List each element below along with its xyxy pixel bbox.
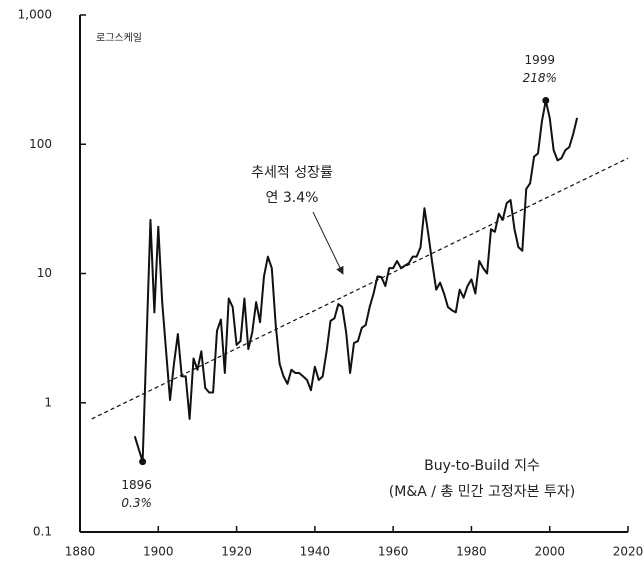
trend-label: 추세적 성장률	[251, 165, 333, 181]
annotation-value: 218%	[523, 71, 557, 85]
x-tick-label: 1980	[456, 545, 487, 559]
highlight-point	[139, 458, 147, 466]
x-tick-label: 1920	[221, 545, 252, 559]
y-tick-label: 1,000	[18, 8, 52, 22]
x-tick-label: 1900	[143, 545, 174, 559]
x-tick-label: 2000	[534, 545, 565, 559]
annotation-value: 0.3%	[121, 496, 152, 510]
y-tick-label: 0.1	[33, 525, 52, 539]
x-tick-label: 2020	[613, 545, 644, 559]
y-tick-label: 100	[29, 137, 52, 151]
x-tick-label: 1880	[65, 545, 96, 559]
scale-note: 로그스케일	[96, 32, 142, 44]
x-tick-label: 1940	[300, 545, 331, 559]
x-tick-label: 1960	[378, 545, 409, 559]
trend-sublabel: 연 3.4%	[266, 190, 319, 206]
y-tick-label: 1	[44, 395, 52, 409]
trend-arrow	[312, 211, 344, 275]
annotation-year: 1896	[121, 478, 152, 492]
series-line	[133, 99, 579, 463]
series-note: (M&A / 총 민간 고정자본 투자)	[389, 484, 575, 500]
y-tick-label: 10	[37, 266, 52, 280]
annotation-year: 1999	[525, 53, 556, 67]
highlight-point	[542, 97, 550, 105]
series-name: Buy-to-Build 지수	[424, 458, 540, 474]
